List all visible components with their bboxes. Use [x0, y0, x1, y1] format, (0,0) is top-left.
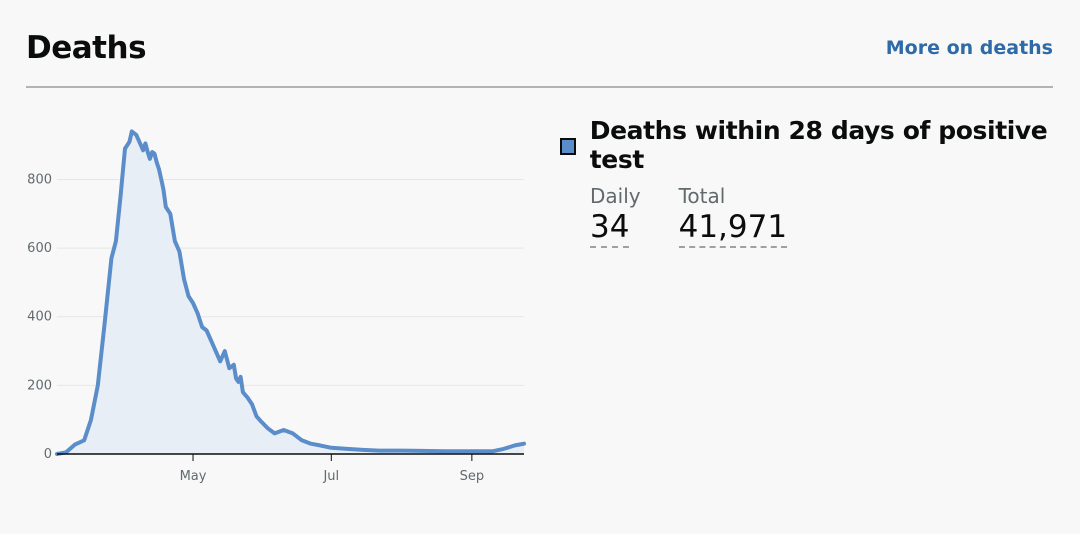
deaths-area: [57, 131, 524, 454]
y-tick-label: 200: [27, 378, 52, 393]
metric-summary: Deaths within 28 days of positive test D…: [560, 116, 1060, 249]
total-label: Total: [678, 184, 726, 208]
y-tick-label: 800: [27, 172, 52, 187]
metric-heading: Deaths within 28 days of positive test: [560, 116, 1060, 174]
y-tick-label: 600: [27, 241, 52, 256]
deaths-chart-svg: 0 200 400 600 800 May Jul Sep: [27, 129, 526, 484]
page-title: Deaths: [26, 30, 147, 66]
metric-stats: Daily 34 Total 41,971: [590, 184, 1060, 249]
deaths-line: [55, 129, 526, 456]
metric-heading-text: Deaths within 28 days of positive test: [589, 116, 1048, 174]
y-tick-label: 400: [27, 310, 52, 325]
daily-value[interactable]: 34: [590, 210, 630, 249]
deaths-chart: 0 200 400 600 800 May Jul Sep: [0, 88, 545, 528]
daily-stat: Daily 34: [590, 184, 641, 249]
total-stat: Total 41,971: [678, 184, 788, 249]
x-tick-label: Jul: [322, 469, 339, 484]
daily-label: Daily: [590, 184, 641, 208]
more-on-deaths-link[interactable]: More on deaths: [885, 37, 1053, 59]
legend-swatch: [560, 137, 576, 155]
page-header: Deaths More on deaths: [26, 24, 1053, 88]
x-tick-label: May: [180, 469, 207, 484]
y-tick-label: 0: [44, 447, 52, 462]
x-tick-label: Sep: [460, 469, 485, 484]
total-value[interactable]: 41,971: [678, 210, 788, 249]
